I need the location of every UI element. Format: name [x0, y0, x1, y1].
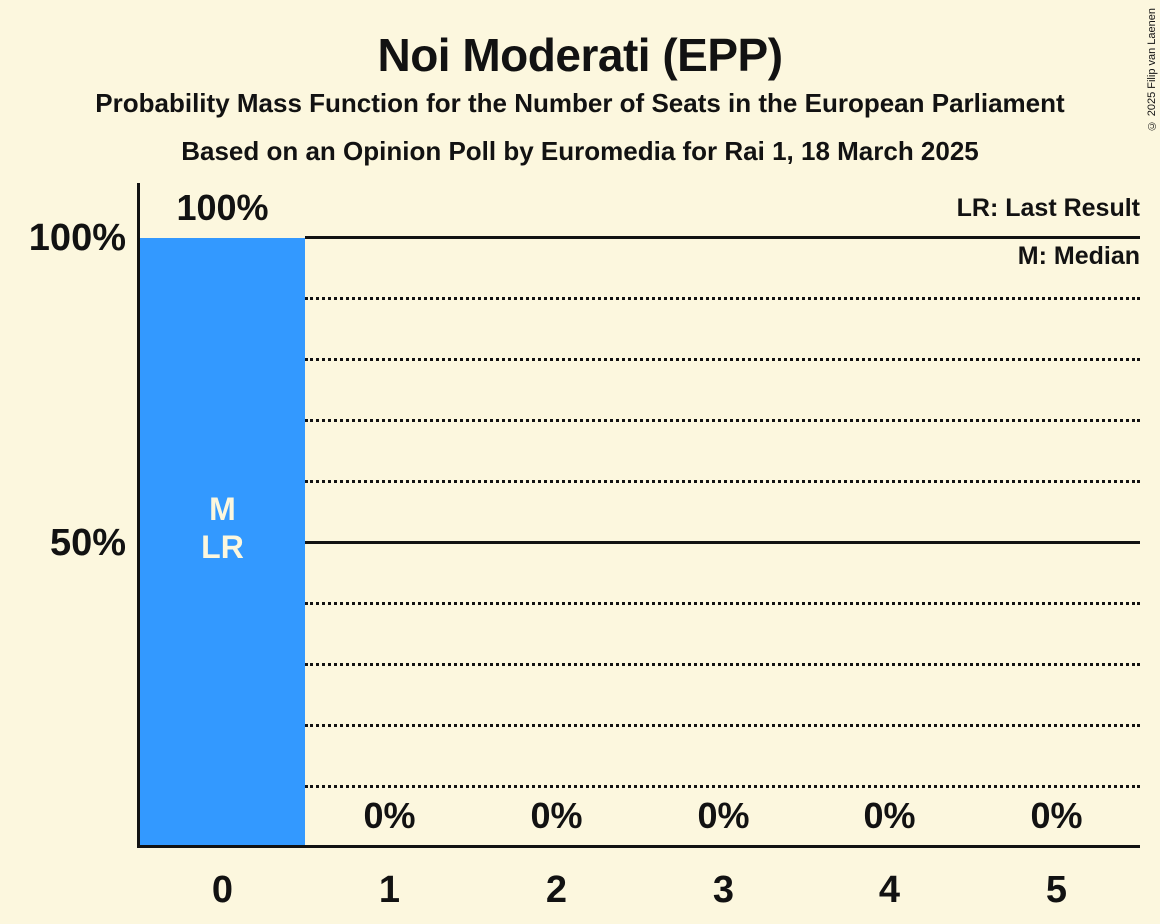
value-label-seats-1: 0%: [363, 795, 416, 836]
legend-median: M: Median: [1017, 242, 1140, 270]
value-label-seats-2: 0%: [530, 795, 583, 836]
x-tick-1: 1: [378, 869, 401, 911]
value-label-seats-0: 100%: [176, 187, 269, 228]
legend: LR: Last Result M: Median: [957, 184, 1140, 280]
gridline-40pct: [305, 602, 1140, 605]
x-tick-2: 2: [545, 869, 568, 911]
gridline-70pct: [305, 419, 1140, 422]
chart-subtitle: Probability Mass Function for the Number…: [95, 88, 1065, 118]
legend-last-result: LR: Last Result: [956, 194, 1140, 222]
value-label-seats-3: 0%: [697, 795, 750, 836]
copyright-notice: © 2025 Filip van Laenen: [1146, 8, 1158, 132]
y-tick-50: 50%: [49, 522, 126, 564]
value-label-seats-5: 0%: [1030, 795, 1083, 836]
page-title: Noi Moderati (EPP): [377, 29, 783, 81]
last-result-marker-label: LR: [201, 529, 244, 565]
gridline-60pct: [305, 480, 1140, 483]
bar-annotations: M LR: [140, 490, 305, 566]
x-tick-4: 4: [878, 869, 901, 911]
x-tick-3: 3: [712, 869, 735, 911]
chart-source-line: Based on an Opinion Poll by Euromedia fo…: [181, 136, 979, 166]
gridline-20pct: [305, 724, 1140, 727]
x-tick-5: 5: [1045, 869, 1068, 911]
value-label-seats-4: 0%: [863, 795, 916, 836]
y-tick-100: 100%: [28, 217, 126, 259]
gridline-90pct: [305, 297, 1140, 300]
gridline-50pct: [305, 541, 1140, 544]
gridline-30pct: [305, 663, 1140, 666]
x-axis-line: [137, 845, 1140, 848]
y-axis-line: [137, 183, 140, 847]
gridline-80pct: [305, 358, 1140, 361]
median-marker-label: M: [209, 491, 236, 527]
gridline-100pct: [305, 236, 1140, 239]
x-tick-0: 0: [211, 869, 234, 911]
gridline-10pct: [305, 785, 1140, 788]
bar-seats-0: [140, 238, 305, 845]
